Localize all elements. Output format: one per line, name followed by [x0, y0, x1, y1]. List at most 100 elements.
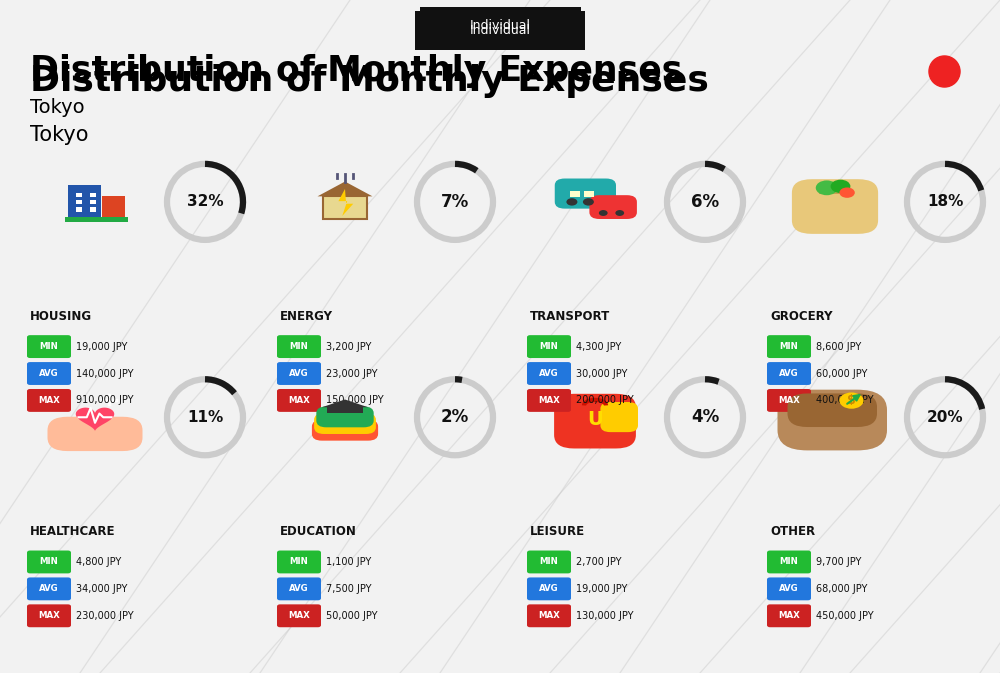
Text: MAX: MAX	[38, 396, 60, 405]
Circle shape	[566, 199, 577, 206]
Text: Individual: Individual	[470, 19, 530, 32]
Text: MIN: MIN	[540, 342, 558, 351]
Text: 8,600 JPY: 8,600 JPY	[816, 342, 861, 351]
Circle shape	[839, 188, 855, 198]
Text: MAX: MAX	[778, 396, 800, 405]
Text: AVG: AVG	[539, 584, 559, 594]
FancyBboxPatch shape	[27, 389, 71, 412]
Text: MAX: MAX	[38, 611, 60, 621]
FancyBboxPatch shape	[277, 604, 321, 627]
Polygon shape	[338, 189, 353, 216]
Text: 150,000 JPY: 150,000 JPY	[326, 396, 384, 405]
Text: Tokyo: Tokyo	[30, 98, 85, 117]
Point	[936, 65, 952, 76]
Text: 68,000 JPY: 68,000 JPY	[816, 584, 867, 594]
Circle shape	[599, 210, 608, 216]
Text: 4,800 JPY: 4,800 JPY	[76, 557, 121, 567]
FancyBboxPatch shape	[102, 197, 125, 219]
Circle shape	[831, 180, 850, 193]
FancyBboxPatch shape	[818, 191, 852, 194]
Text: 7%: 7%	[441, 193, 469, 211]
Text: 7,500 JPY: 7,500 JPY	[326, 584, 372, 594]
Text: MIN: MIN	[780, 342, 798, 351]
Text: Individual: Individual	[470, 24, 530, 37]
Text: Distribution of Monthly Expenses: Distribution of Monthly Expenses	[30, 54, 682, 87]
Text: MAX: MAX	[778, 611, 800, 621]
FancyBboxPatch shape	[27, 604, 71, 627]
FancyBboxPatch shape	[767, 335, 811, 358]
FancyBboxPatch shape	[312, 420, 378, 441]
Text: TRANSPORT: TRANSPORT	[530, 310, 610, 323]
Text: 3,200 JPY: 3,200 JPY	[326, 342, 371, 351]
Text: 230,000 JPY: 230,000 JPY	[76, 611, 134, 621]
FancyBboxPatch shape	[767, 362, 811, 385]
FancyBboxPatch shape	[600, 402, 638, 432]
Text: MIN: MIN	[40, 557, 58, 567]
FancyBboxPatch shape	[48, 417, 143, 451]
Text: 2,700 JPY: 2,700 JPY	[576, 557, 622, 567]
Text: MAX: MAX	[538, 611, 560, 621]
Circle shape	[839, 392, 864, 409]
Text: 9,700 JPY: 9,700 JPY	[816, 557, 861, 567]
Text: 6%: 6%	[691, 193, 719, 211]
Circle shape	[583, 199, 594, 206]
Circle shape	[816, 180, 838, 195]
FancyBboxPatch shape	[314, 413, 376, 434]
FancyBboxPatch shape	[527, 335, 571, 358]
FancyBboxPatch shape	[527, 551, 571, 573]
Text: 30,000 JPY: 30,000 JPY	[576, 369, 627, 378]
FancyBboxPatch shape	[76, 200, 82, 205]
Text: AVG: AVG	[39, 369, 59, 378]
FancyBboxPatch shape	[323, 197, 367, 219]
Polygon shape	[322, 400, 368, 407]
Text: 23,000 JPY: 23,000 JPY	[326, 369, 378, 378]
FancyBboxPatch shape	[767, 389, 811, 412]
Text: AVG: AVG	[539, 369, 559, 378]
Polygon shape	[76, 408, 114, 431]
FancyBboxPatch shape	[277, 389, 321, 412]
Text: 2%: 2%	[441, 409, 469, 426]
Text: 34,000 JPY: 34,000 JPY	[76, 584, 127, 594]
Text: 1,100 JPY: 1,100 JPY	[326, 557, 371, 567]
FancyBboxPatch shape	[327, 407, 363, 413]
FancyBboxPatch shape	[65, 217, 128, 222]
Polygon shape	[318, 182, 373, 197]
FancyBboxPatch shape	[767, 604, 811, 627]
Text: MAX: MAX	[538, 396, 560, 405]
FancyBboxPatch shape	[90, 192, 96, 197]
FancyBboxPatch shape	[27, 551, 71, 573]
FancyBboxPatch shape	[527, 362, 571, 385]
Text: OTHER: OTHER	[770, 525, 815, 538]
Text: 910,000 JPY: 910,000 JPY	[76, 396, 134, 405]
Text: MAX: MAX	[288, 396, 310, 405]
FancyBboxPatch shape	[277, 335, 321, 358]
FancyBboxPatch shape	[68, 185, 100, 219]
FancyBboxPatch shape	[316, 406, 374, 427]
FancyBboxPatch shape	[27, 577, 71, 600]
Circle shape	[615, 210, 624, 216]
Text: U: U	[587, 410, 603, 429]
Text: 60,000 JPY: 60,000 JPY	[816, 369, 867, 378]
Text: 130,000 JPY: 130,000 JPY	[576, 611, 634, 621]
Text: $: $	[847, 394, 856, 407]
Text: ENERGY: ENERGY	[280, 310, 333, 323]
Text: LEISURE: LEISURE	[530, 525, 585, 538]
Text: AVG: AVG	[39, 584, 59, 594]
Text: 19,000 JPY: 19,000 JPY	[76, 342, 127, 351]
Text: Distribution of Monthly Expenses: Distribution of Monthly Expenses	[30, 64, 709, 98]
FancyBboxPatch shape	[277, 362, 321, 385]
FancyBboxPatch shape	[27, 362, 71, 385]
Text: 19,000 JPY: 19,000 JPY	[576, 584, 627, 594]
Text: MIN: MIN	[780, 557, 798, 567]
Text: AVG: AVG	[289, 369, 309, 378]
FancyBboxPatch shape	[420, 7, 580, 44]
FancyBboxPatch shape	[584, 191, 594, 197]
Text: 32%: 32%	[187, 194, 223, 209]
Text: 50,000 JPY: 50,000 JPY	[326, 611, 378, 621]
FancyBboxPatch shape	[277, 551, 321, 573]
FancyBboxPatch shape	[767, 551, 811, 573]
FancyBboxPatch shape	[788, 394, 877, 427]
FancyBboxPatch shape	[792, 179, 878, 234]
Text: MIN: MIN	[40, 342, 58, 351]
Text: MIN: MIN	[290, 557, 308, 567]
